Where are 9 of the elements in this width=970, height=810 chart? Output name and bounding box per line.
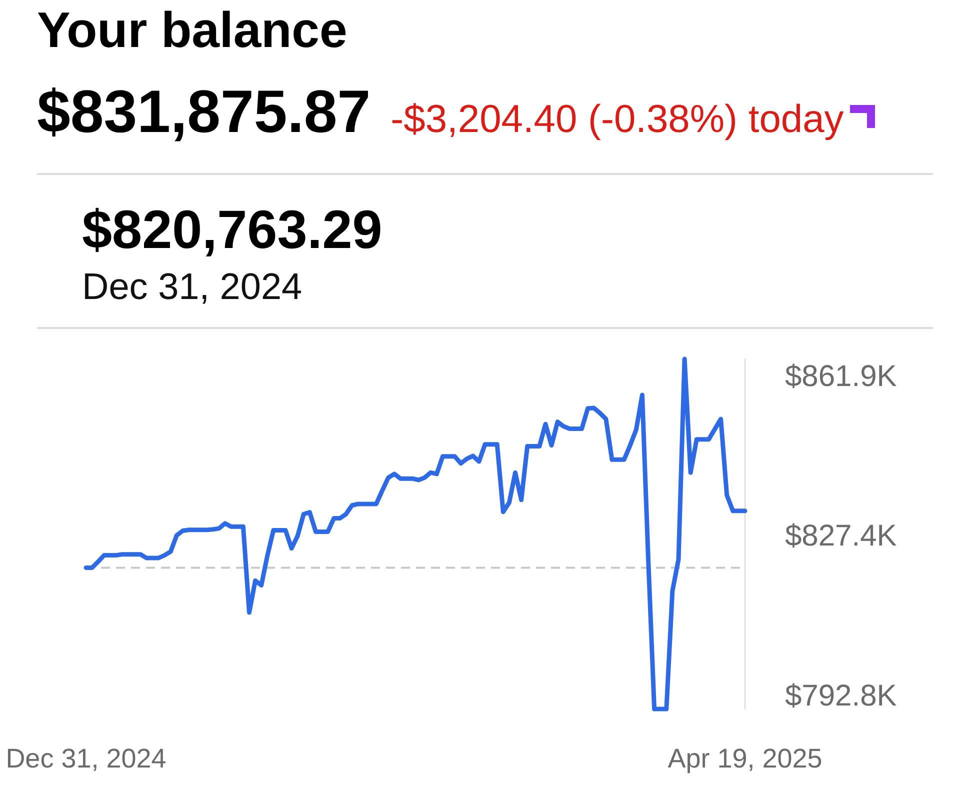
chart-title: Your balance	[37, 1, 348, 60]
y-tick-label: $792.8K	[785, 679, 897, 712]
text: Dec 31, 2024	[82, 265, 302, 309]
text: $820,763.29	[82, 200, 382, 260]
chart-subtitle: $831,875.87	[37, 78, 371, 145]
y-tick-label: $827.4K	[785, 520, 897, 552]
y-tick-label: $861.9K	[785, 360, 897, 394]
text: -$3,204.40 (-0.38%) today	[390, 98, 844, 141]
x-tick-label: Apr 19, 2025	[668, 744, 822, 774]
